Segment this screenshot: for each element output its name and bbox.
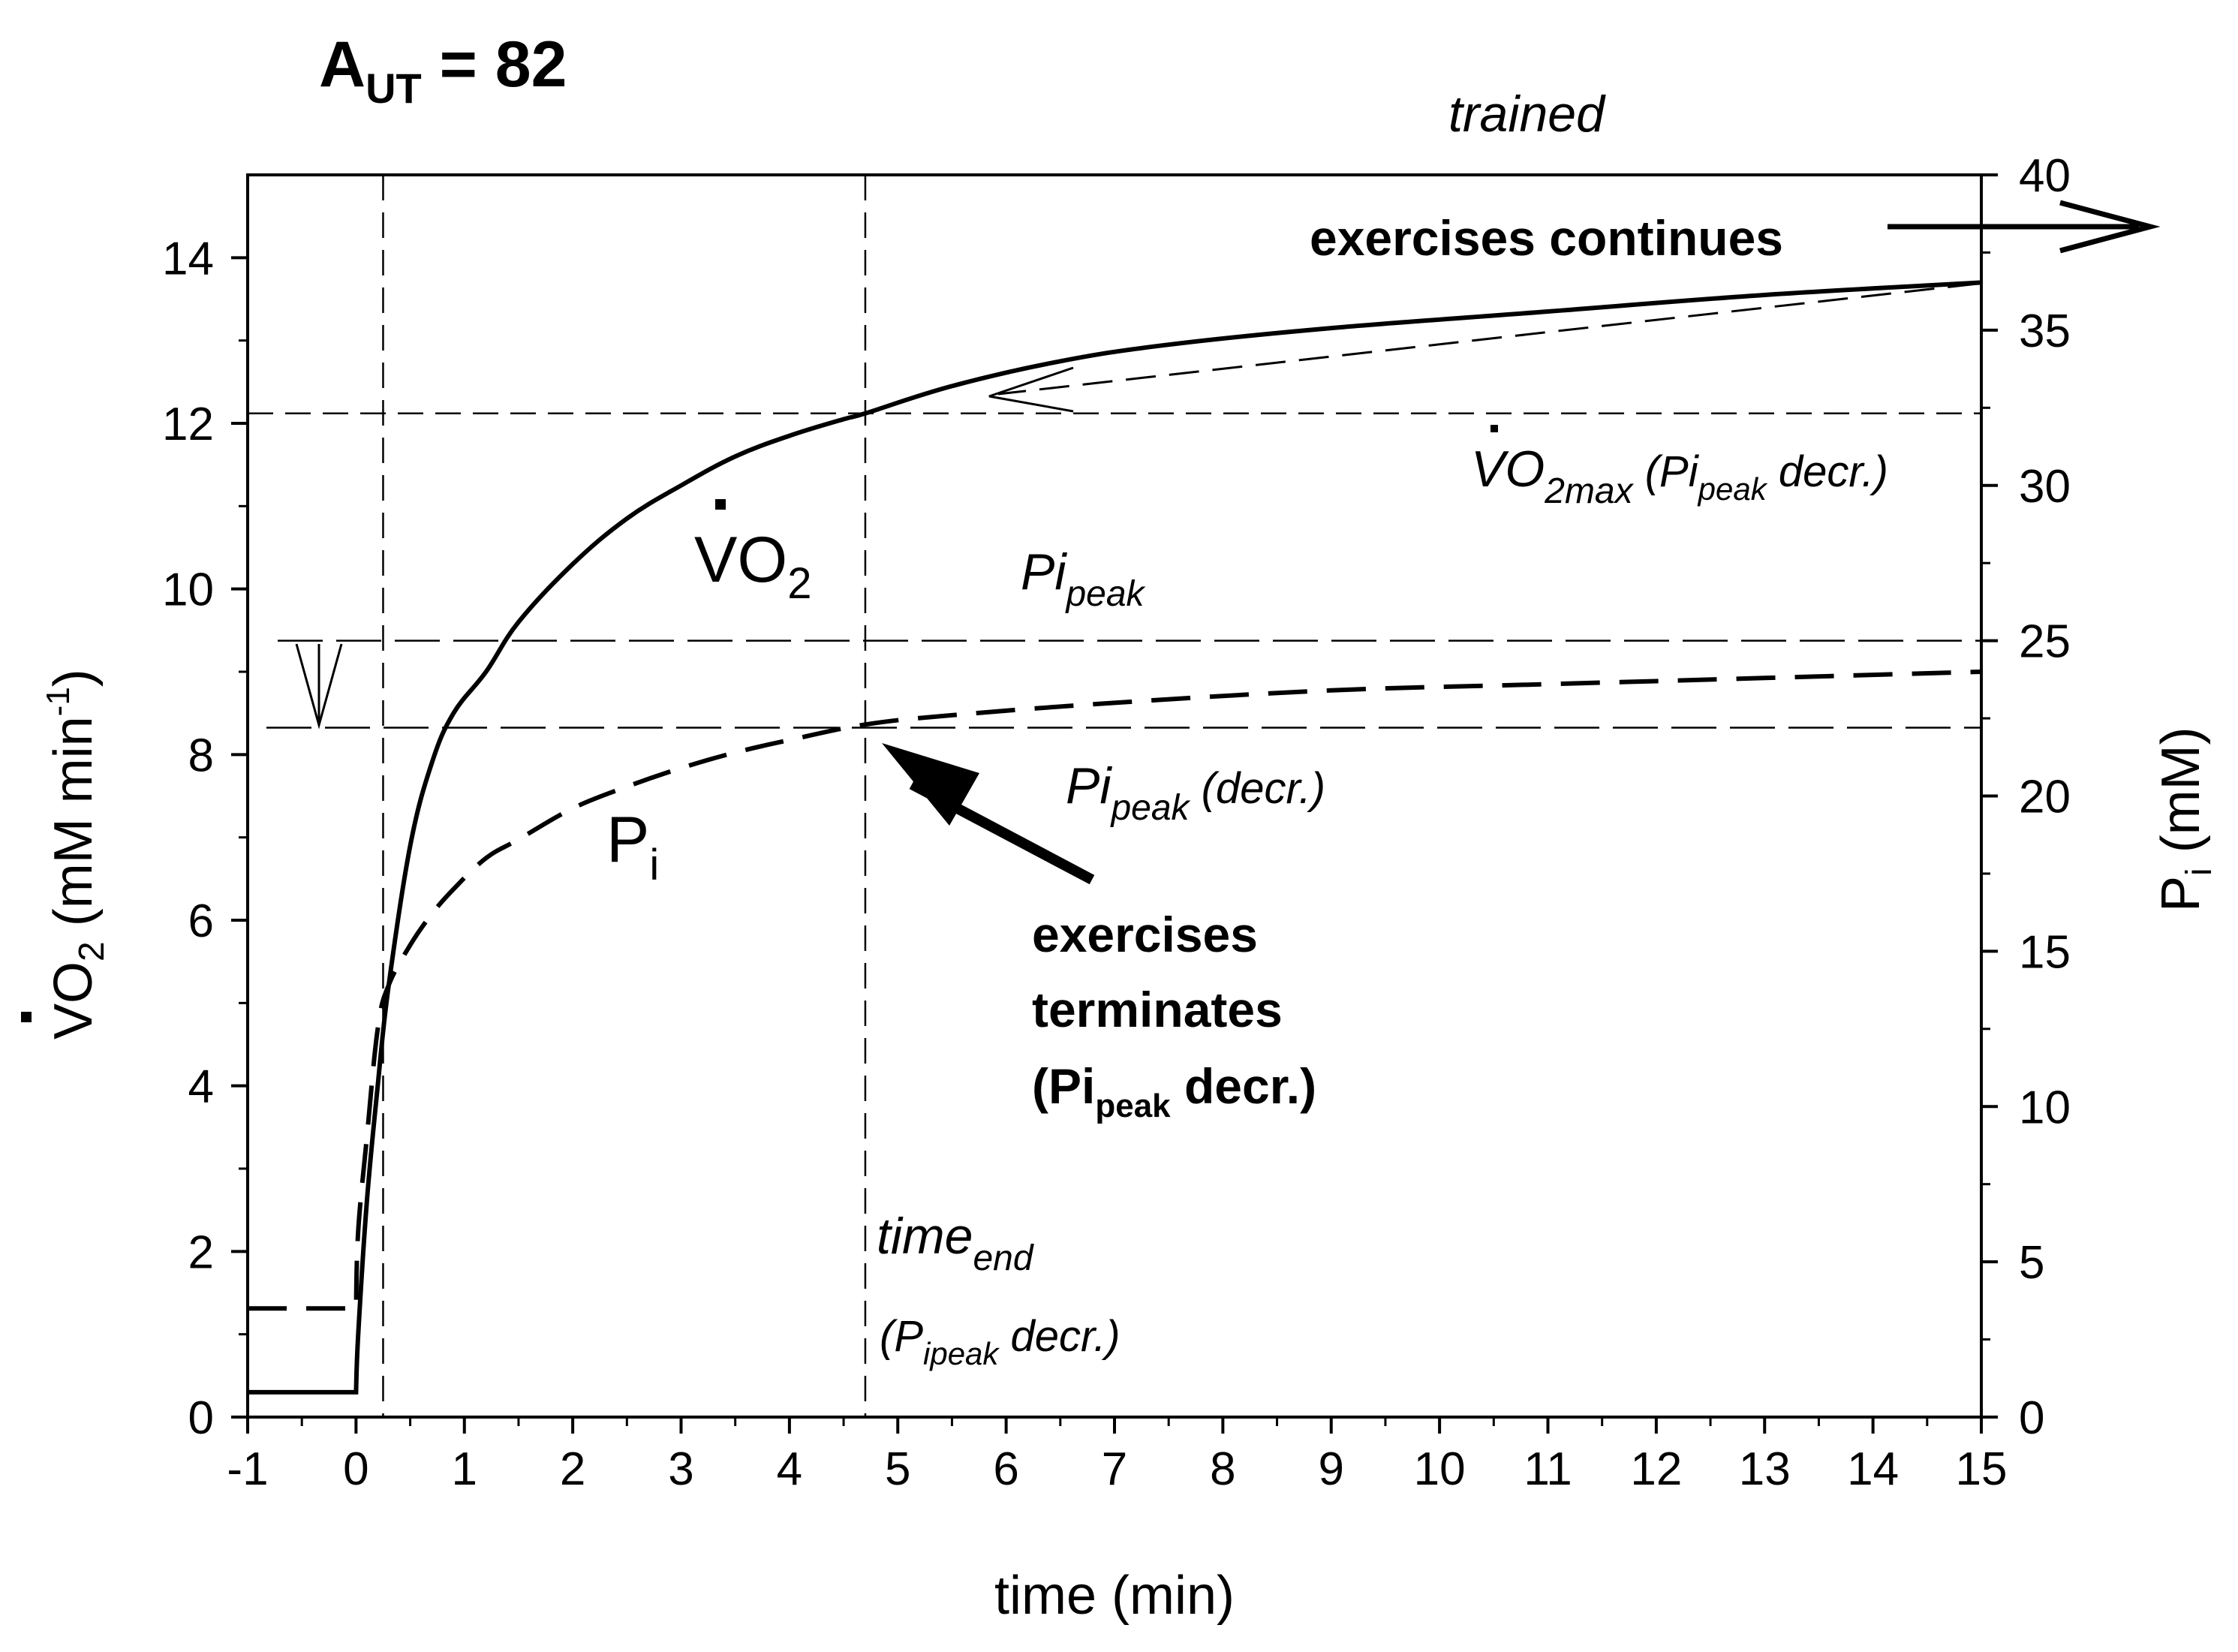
x-axis-label: time (min) [994, 1566, 1235, 1626]
y-left-tick-label: 12 [162, 399, 214, 450]
time-end-decr-label: (Pipeak decr.) [880, 1312, 1121, 1371]
y-left-axis-ticks: 0 2 4 6 8 10 12 14 [162, 233, 248, 1444]
x-tick-label: 9 [1319, 1443, 1344, 1495]
y-left-axis-label: VO2 (mM min-1) [40, 669, 112, 1040]
y-right-tick-label: 20 [2019, 772, 2071, 823]
vo2-series-line [248, 280, 1982, 1395]
x-tick-label: 4 [777, 1443, 802, 1495]
exercise-terminates-line2: terminates [1032, 982, 1283, 1037]
x-tick-label: 3 [668, 1443, 693, 1495]
y-left-tick-label: 14 [162, 233, 214, 284]
exercise-terminates-line3: (Pipeak decr.) [1032, 1058, 1316, 1124]
x-tick-label: 10 [1414, 1443, 1466, 1495]
reference-lines [248, 175, 1981, 1417]
y-left-tick-label: 4 [188, 1061, 214, 1113]
y-right-tick-label: 0 [2019, 1392, 2044, 1444]
y-right-tick-label: 30 [2019, 461, 2071, 513]
x-tick-label: 13 [1739, 1443, 1791, 1495]
x-tick-label: 1 [452, 1443, 477, 1495]
x-tick-label: 7 [1102, 1443, 1127, 1495]
pi-peak-decr-label: Pipeak (decr.) [1066, 757, 1325, 828]
x-tick-label: 15 [1956, 1443, 2008, 1495]
pi-decrease-arrow [295, 643, 343, 730]
vo2max-dot-icon [1490, 425, 1498, 432]
exercise-terminates-arrow [882, 743, 1095, 885]
exercise-continues-arrow [1888, 200, 2161, 254]
vo2-curve-label: VO2 [694, 524, 812, 608]
y-left-tick-label: 8 [188, 730, 214, 781]
x-tick-label: 12 [1630, 1443, 1682, 1495]
vo2-label-dot-icon [715, 499, 726, 510]
y-right-tick-label: 40 [2019, 150, 2071, 202]
y-left-tick-label: 0 [188, 1392, 214, 1444]
x-tick-label: 5 [885, 1443, 910, 1495]
x-axis-ticks: -1 0 1 2 3 4 5 6 7 8 9 10 11 12 13 14 15 [227, 1417, 2007, 1495]
y-right-axis-ticks: 0 5 10 15 20 25 30 35 40 [1981, 150, 2071, 1444]
svg-text:VO2 (mM min-1): VO2 (mM min-1) [40, 669, 112, 1040]
exercise-terminates-line1: exercises [1032, 907, 1258, 962]
y-right-tick-label: 35 [2019, 305, 2071, 357]
pi-curve-label: Pi [606, 804, 659, 889]
time-end-label: timeend [877, 1208, 1034, 1278]
x-tick-label: -1 [227, 1443, 268, 1495]
x-tick-label: 2 [560, 1443, 585, 1495]
vo2-dot-icon [21, 1012, 32, 1022]
pi-peak-label: Pipeak [1021, 543, 1147, 614]
x-tick-label: 6 [993, 1443, 1018, 1495]
x-tick-label: 0 [343, 1443, 368, 1495]
y-right-tick-label: 15 [2019, 926, 2071, 978]
y-left-tick-label: 6 [188, 895, 214, 947]
chart-subtitle: trained [1448, 86, 1606, 143]
y-right-tick-label: 25 [2019, 616, 2071, 668]
y-right-tick-label: 5 [2019, 1237, 2044, 1289]
y-left-tick-label: 10 [162, 564, 214, 616]
x-tick-label: 14 [1847, 1443, 1899, 1495]
vo2-decline-arrow [988, 282, 1978, 413]
pi-series-line [248, 670, 1982, 1312]
chart-title: AUT = 82 [319, 29, 567, 112]
y-right-tick-label: 10 [2019, 1082, 2071, 1133]
svg-text:Pi (mM): Pi (mM) [2151, 727, 2219, 912]
y-right-axis-label: Pi (mM) [2151, 727, 2219, 912]
exercise-continues-note: exercises continues [1310, 210, 1783, 266]
y-left-tick-label: 2 [188, 1226, 214, 1278]
vo2max-decr-label: VO2max (Pipeak decr.) [1471, 441, 1888, 511]
x-tick-label: 11 [1524, 1443, 1572, 1495]
x-tick-label: 8 [1210, 1443, 1235, 1495]
